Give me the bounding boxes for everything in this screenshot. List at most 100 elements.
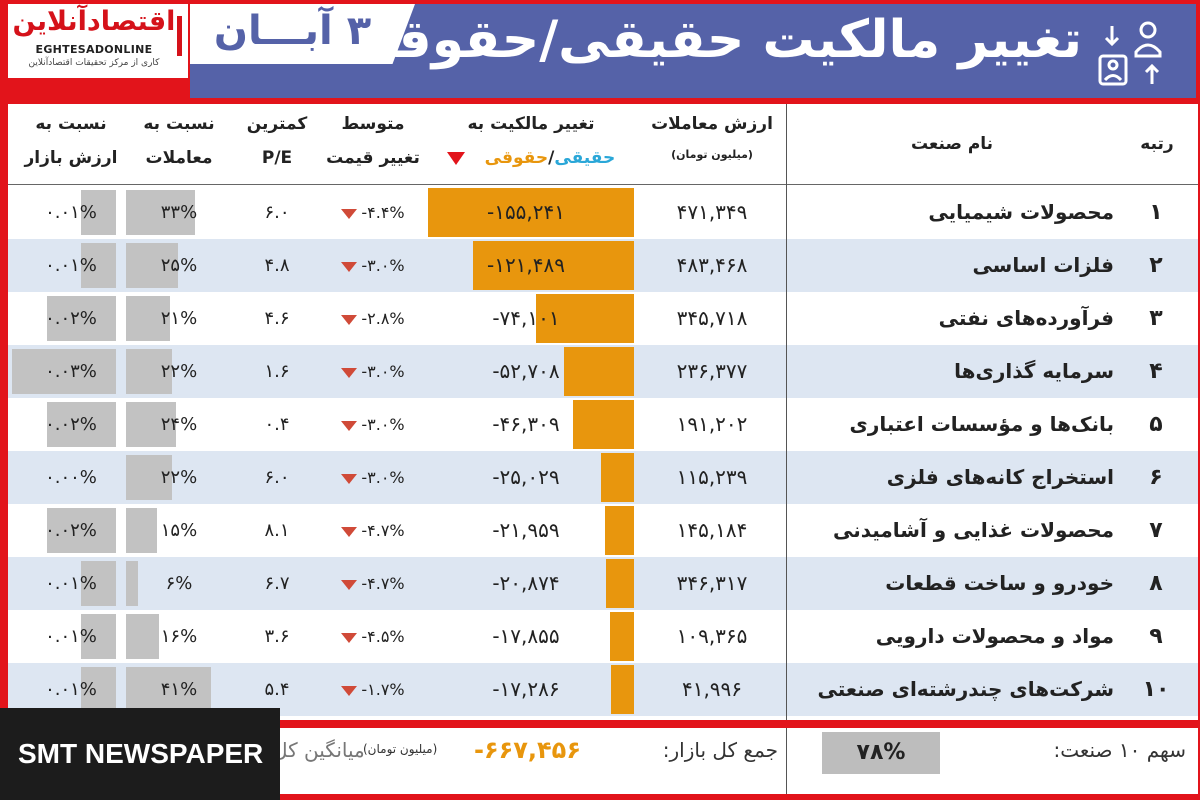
ownership-value: -۱۷,۸۵۵	[492, 624, 560, 648]
ownership-value: -۱۷,۲۸۶	[492, 677, 560, 701]
table-row: ۳ فرآورده‌های نفتی ۳۴۵,۷۱۸ -۷۴,۱۰۱ -۲.۸% ۴.۶ ۲…	[8, 292, 1198, 345]
industry-cell: محصولات غذایی و آشامیدنی	[832, 518, 1114, 542]
header-share-label-2: معاملات	[145, 148, 213, 168]
price-change-value: -۱.۷%	[361, 680, 405, 699]
ownership-bar	[536, 294, 634, 343]
trade-share-value: ۴۱%	[160, 679, 198, 700]
industry-cell: فرآورده‌های نفتی	[938, 306, 1114, 330]
logo-name-en: EGHTESADONLINE	[35, 43, 153, 56]
industry-cell: شرکت‌های چندرشته‌ای صنعتی	[817, 677, 1114, 701]
header-rank: رتبه	[1118, 104, 1196, 184]
price-change-value: -۲.۸%	[361, 309, 405, 328]
industry-cell: مواد و محصولات دارویی	[875, 624, 1114, 648]
ownership-cell: -۷۴,۱۰۱	[426, 292, 636, 345]
market-share-bar	[81, 561, 116, 606]
header-market-label-2: ارزش بازار	[24, 148, 118, 168]
industry-cell: محصولات شیمیایی	[928, 200, 1114, 224]
trade-share-value: ۶%	[165, 573, 193, 594]
market-total-unit: (میلیون تومان)	[363, 742, 438, 756]
top10-label: سهم ۱۰ صنعت:	[1053, 738, 1186, 762]
market-share-value: ۰.۰۱%	[45, 202, 97, 223]
industry-cell: استخراج کانه‌های فلزی	[886, 465, 1114, 489]
table-row: ۶ استخراج کانه‌های فلزی ۱۱۵,۲۳۹ -۲۵,۰۲۹ -۳.۰…	[8, 451, 1198, 504]
market-share-cell: ۰.۰۱%	[18, 186, 124, 239]
header-value: ارزش معاملات (میلیون تومان)	[638, 104, 786, 184]
market-share-value: ۰.۰۲%	[45, 520, 97, 541]
market-share-bar	[81, 190, 116, 235]
table-row: ۸ خودرو و ساخت قطعات ۳۴۶,۳۱۷ -۲۰,۸۷۴ -۴.۷% ۶.…	[8, 557, 1198, 610]
trade-share-value: ۳۳%	[160, 202, 198, 223]
header-divider	[8, 184, 1198, 185]
rank-cell: ۴	[1149, 359, 1163, 384]
legend-real: حقیقی	[554, 148, 616, 168]
market-share-value: ۰.۰۱%	[45, 255, 97, 276]
summary-divider	[786, 728, 787, 794]
header-price: متوسط تغییر قیمت	[322, 104, 424, 184]
market-share-bar	[47, 402, 116, 447]
ownership-value: -۷۴,۱۰۱	[492, 306, 560, 330]
header-price-label-2: تغییر قیمت	[326, 148, 420, 168]
price-change-cell: -۳.۰%	[322, 345, 424, 398]
market-share-bar	[47, 508, 116, 553]
market-share-bar	[81, 243, 116, 288]
rank-cell: ۱	[1149, 200, 1163, 225]
table-row: ۱ محصولات شیمیایی ۴۷۱,۳۴۹ -۱۵۵,۲۴۱ -۴.۴% ۶.۰ ۳…	[8, 186, 1198, 239]
ownership-cell: -۴۶,۳۰۹	[426, 398, 636, 451]
down-arrow-icon	[341, 473, 358, 484]
market-share-cell: ۰.۰۲%	[18, 398, 124, 451]
header-pe-label-2: P/E	[261, 148, 293, 168]
market-share-bar	[81, 614, 116, 659]
rank-cell: ۳	[1149, 306, 1163, 331]
ownership-cell: -۲۱,۹۵۹	[426, 504, 636, 557]
price-change-value: -۴.۵%	[361, 627, 405, 646]
header-pe: کمترین P/E	[234, 104, 320, 184]
price-change-value: -۴.۷%	[361, 574, 405, 593]
ownership-cell: -۲۵,۰۲۹	[426, 451, 636, 504]
watermark-text: SMT NEWSPAPER	[18, 738, 264, 769]
ownership-value: -۵۲,۷۰۸	[492, 359, 560, 383]
market-share-value: ۰.۰۰%	[45, 467, 97, 488]
pe-cell: ۳.۶	[264, 626, 290, 647]
rank-cell: ۸	[1149, 571, 1163, 596]
table-row: ۷ محصولات غذایی و آشامیدنی ۱۴۵,۱۸۴ -۲۱,۹۵۹ -…	[8, 504, 1198, 557]
trade-share-bar	[126, 614, 159, 659]
ownership-bar	[564, 347, 634, 396]
ownership-value: -۲۱,۹۵۹	[492, 518, 560, 542]
price-change-value: -۳.۰%	[361, 468, 405, 487]
ownership-cell: -۱۵۵,۲۴۱	[426, 186, 636, 239]
pe-cell: ۶.۰	[264, 202, 290, 223]
table-row: ۱۰ شرکت‌های چندرشته‌ای صنعتی ۴۱,۹۹۶ -۱۷,۲۸۶…	[8, 663, 1198, 716]
market-share-bar	[81, 667, 116, 712]
trade-share-cell: ۲۲%	[126, 345, 232, 398]
trade-share-value: ۱۵%	[160, 520, 198, 541]
rank-cell: ۶	[1149, 465, 1163, 490]
rank-cell: ۹	[1149, 624, 1163, 649]
trade-share-bar	[126, 402, 176, 447]
trade-share-value: ۲۲%	[160, 361, 198, 382]
header-pe-label: کمترین	[246, 114, 308, 134]
header-ownership-label: تغییر مالکیت به	[467, 114, 595, 134]
logo-name-fa: اقتصادآنلاین	[12, 6, 176, 37]
down-arrow-icon	[341, 685, 358, 696]
pe-cell: ۶.۰	[264, 467, 290, 488]
column-divider	[786, 104, 787, 720]
ownership-bar	[611, 665, 634, 714]
top10-value: ۷۸%	[822, 732, 940, 774]
market-share-value: ۰.۰۳%	[45, 361, 97, 382]
ownership-bar	[606, 559, 634, 608]
header-share-label: نسبت به	[143, 114, 215, 134]
trade-share-cell: ۳۳%	[126, 186, 232, 239]
market-share-cell: ۰.۰۱%	[18, 663, 124, 716]
ownership-bar	[605, 506, 634, 555]
legend-legal: حقوقی	[484, 148, 549, 168]
ownership-cell: -۱۷,۸۵۵	[426, 610, 636, 663]
trade-share-bar	[126, 296, 170, 341]
market-share-cell: ۰.۰۱%	[18, 557, 124, 610]
trade-share-value: ۲۵%	[160, 255, 198, 276]
trade-share-cell: ۲۵%	[126, 239, 232, 292]
ownership-cell: -۱۷,۲۸۶	[426, 663, 636, 716]
table-header: رتبه نام صنعت ارزش معاملات (میلیون تومان…	[8, 104, 1198, 184]
logo-mark	[177, 16, 182, 56]
market-share-cell: ۰.۰۳%	[12, 345, 124, 398]
rank-cell: ۱۰	[1142, 677, 1170, 702]
